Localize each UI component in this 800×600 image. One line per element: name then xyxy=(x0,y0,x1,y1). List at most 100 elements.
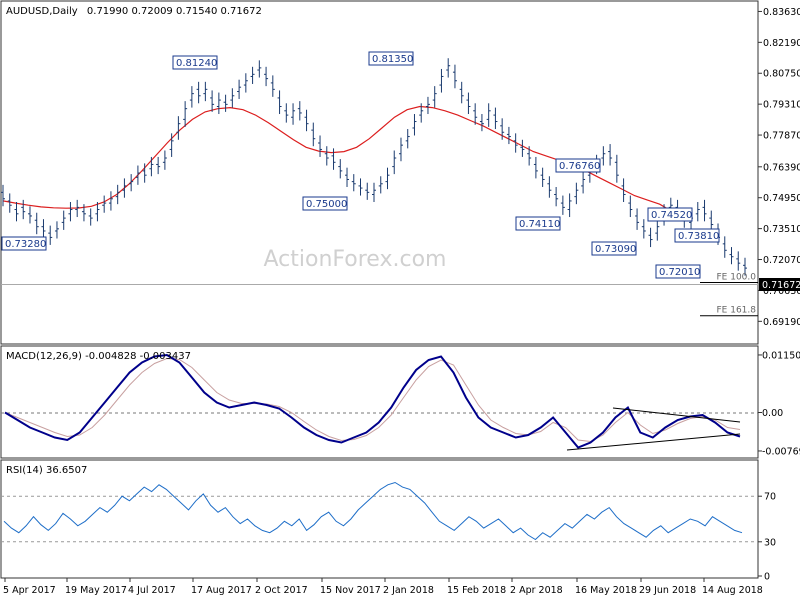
price-bars xyxy=(1,58,747,276)
rsi-tick-label: 0 xyxy=(764,572,770,583)
price-bar xyxy=(439,68,444,93)
price-bar xyxy=(250,66,255,84)
price-tick-label: 0.72070 xyxy=(763,255,800,266)
price-bar xyxy=(21,199,26,220)
price-bar xyxy=(135,165,140,185)
price-bar xyxy=(506,126,511,145)
price-bar xyxy=(621,178,626,203)
price-annotation-label: 0.73810 xyxy=(678,231,719,242)
price-bar xyxy=(419,103,424,123)
price-annotation-label: 0.74110 xyxy=(519,219,560,230)
price-annotation-box xyxy=(647,207,693,222)
price-tick-label: 0.73510 xyxy=(763,224,800,235)
price-annotation: 0.74110 xyxy=(515,216,561,231)
rsi-tick-label: 30 xyxy=(764,537,776,548)
macd-panel-frame xyxy=(0,345,759,459)
price-annotation-box xyxy=(655,264,701,279)
price-bar xyxy=(223,94,228,112)
time-tick-label: 16 May 2018 xyxy=(575,585,637,596)
price-bar xyxy=(479,114,484,132)
price-panel: ActionForex.com FE 100.0 FE 161.8 0.73280… xyxy=(1,6,800,328)
price-bar xyxy=(743,257,747,276)
rsi-level-lines xyxy=(1,495,758,543)
price-bar xyxy=(608,144,613,166)
price-bar xyxy=(149,156,154,177)
macd-tick-label: 0.00 xyxy=(762,408,783,419)
price-bar xyxy=(324,146,329,166)
price-annotation: 0.74520 xyxy=(647,207,693,222)
price-bar xyxy=(574,182,579,205)
price-bar xyxy=(412,114,417,136)
price-bar xyxy=(452,64,457,89)
price-panel-frame xyxy=(0,0,759,345)
price-bar xyxy=(405,129,410,149)
price-annotation-box xyxy=(302,196,348,211)
price-bar xyxy=(291,103,296,125)
price-bar xyxy=(560,195,565,215)
ohlc-values: 0.71990 0.72009 0.71540 0.71672 xyxy=(87,6,262,17)
price-annotation: 0.72010 xyxy=(655,264,701,279)
price-bar xyxy=(81,204,86,222)
time-tick-label: 17 Aug 2017 xyxy=(191,585,252,596)
macd-upper-trendline xyxy=(612,407,741,423)
price-bar xyxy=(284,103,289,123)
price-annotation-label: 0.73280 xyxy=(5,239,46,250)
price-tick-label: 0.83630 xyxy=(763,7,800,18)
watermark: ActionForex.com xyxy=(264,247,447,272)
rsi-series-line xyxy=(3,481,743,541)
price-tick-label: 0.69190 xyxy=(763,317,800,328)
time-tick-label: 19 May 2017 xyxy=(65,585,127,596)
price-bar xyxy=(628,195,633,218)
price-bar xyxy=(7,193,12,213)
price-bar xyxy=(446,58,451,78)
price-bar xyxy=(115,184,120,205)
price-bar xyxy=(398,137,403,162)
price-bar xyxy=(95,202,100,222)
price-bar xyxy=(54,221,59,239)
price-bar xyxy=(14,202,19,222)
price-bar xyxy=(345,167,350,187)
price-bar xyxy=(142,163,147,183)
price-bar xyxy=(655,219,660,241)
price-bar xyxy=(34,212,39,235)
price-annotation: 0.73090 xyxy=(591,241,637,256)
price-annotation-label: 0.74520 xyxy=(651,210,692,221)
price-bar xyxy=(736,251,741,271)
price-annotation: 0.76760 xyxy=(555,158,601,173)
price-bar xyxy=(61,210,66,230)
price-bar xyxy=(102,195,107,213)
price-tick-label: 0.76390 xyxy=(763,162,800,173)
rsi-tick-label: 70 xyxy=(764,492,776,503)
price-bar xyxy=(729,247,734,265)
time-tick-label: 2 Oct 2017 xyxy=(255,585,308,596)
price-bar xyxy=(695,202,700,222)
macd-signal-line xyxy=(4,357,741,443)
symbol-label: AUDUSD,Daily xyxy=(6,6,78,17)
price-bar xyxy=(183,101,188,127)
price-annotation-label: 0.76760 xyxy=(559,161,600,172)
price-annotation: 0.73810 xyxy=(674,228,720,243)
price-tick-label: 0.80750 xyxy=(763,69,800,80)
macd-panel: MACD(12,26,9) -0.004828 -0.003437 0.0115… xyxy=(1,350,800,457)
macd-axis: 0.011508 0.00 -0.007694 xyxy=(758,350,800,457)
price-bar xyxy=(304,109,309,132)
last-price-value: 0.71672 xyxy=(762,280,800,291)
price-annotation-label: 0.81240 xyxy=(176,58,217,69)
macd-tick-label: -0.007694 xyxy=(762,446,800,457)
price-bar xyxy=(702,199,707,222)
price-bar xyxy=(257,60,262,78)
price-bar xyxy=(372,182,376,203)
price-bar xyxy=(358,178,363,196)
time-tick-label: 15 Nov 2017 xyxy=(320,585,381,596)
price-bar xyxy=(466,92,471,115)
fibonacci-levels: FE 100.0 FE 161.8 xyxy=(700,272,758,317)
price-bar xyxy=(392,150,397,175)
price-annotation-label: 0.75000 xyxy=(306,199,347,210)
price-bar xyxy=(176,116,181,140)
price-annotation-box xyxy=(368,51,414,66)
price-bar xyxy=(378,176,383,194)
price-bar xyxy=(156,156,161,175)
price-annotation-box xyxy=(172,55,218,70)
price-bar xyxy=(601,146,606,166)
